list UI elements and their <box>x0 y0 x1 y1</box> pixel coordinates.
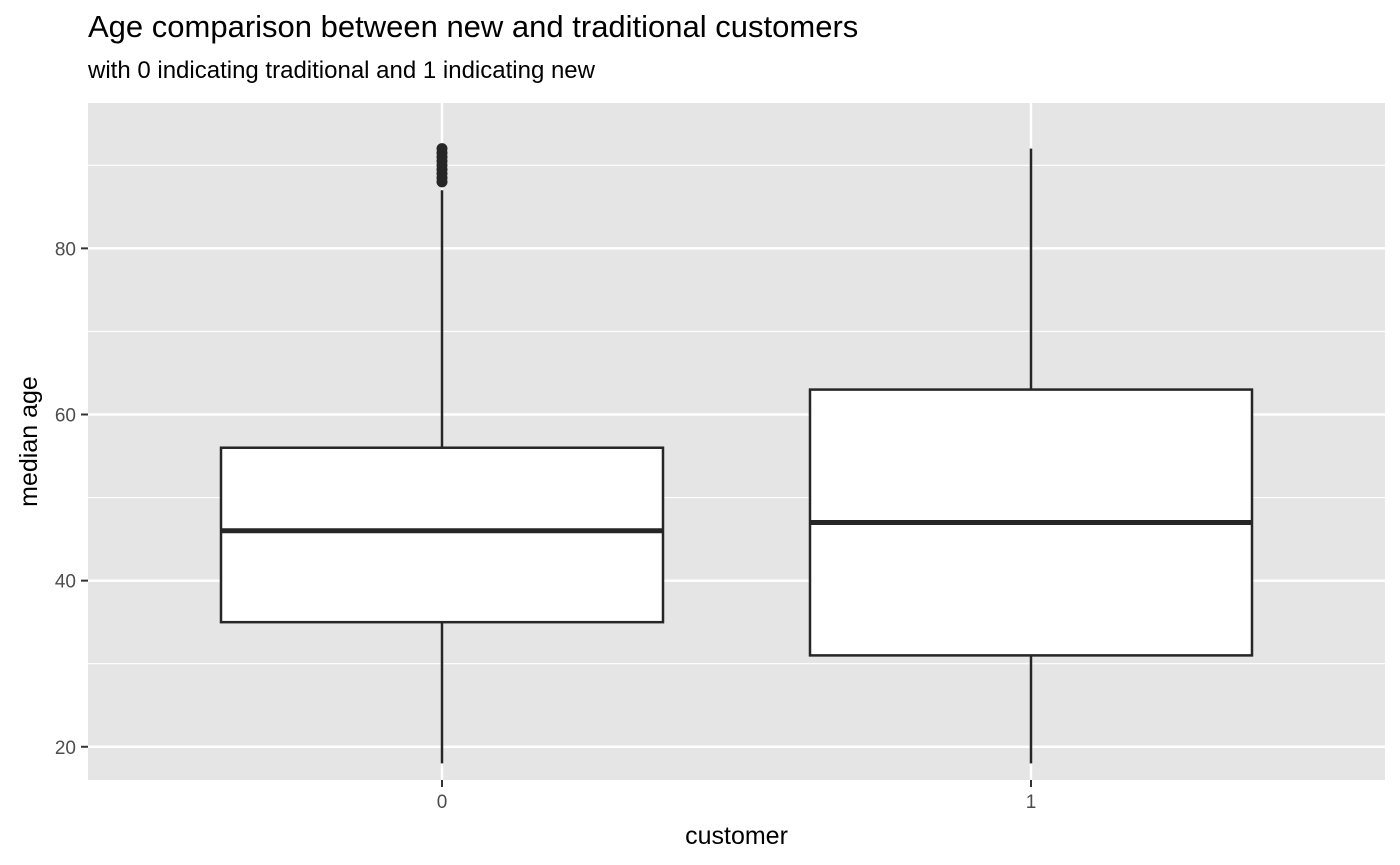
boxes <box>219 143 1254 764</box>
x-axis-title: customer <box>685 822 788 850</box>
outlier-point <box>436 143 448 155</box>
chart-title: Age comparison between new and tradition… <box>88 9 859 44</box>
axes: 20 40 60 80 0 1 <box>55 239 1036 813</box>
y-tick-label: 60 <box>55 406 76 427</box>
y-axis-title: median age <box>15 376 43 507</box>
box-0 <box>219 143 665 764</box>
box-iqr <box>219 446 665 624</box>
box-1 <box>808 148 1254 764</box>
chart-subtitle: with 0 indicating traditional and 1 indi… <box>88 57 595 84</box>
y-tick-label: 80 <box>55 239 76 260</box>
x-tick-label: 1 <box>1026 792 1037 813</box>
y-tick-label: 40 <box>55 572 76 593</box>
y-tick-label: 20 <box>55 738 76 759</box>
x-tick-label: 0 <box>437 792 448 813</box>
